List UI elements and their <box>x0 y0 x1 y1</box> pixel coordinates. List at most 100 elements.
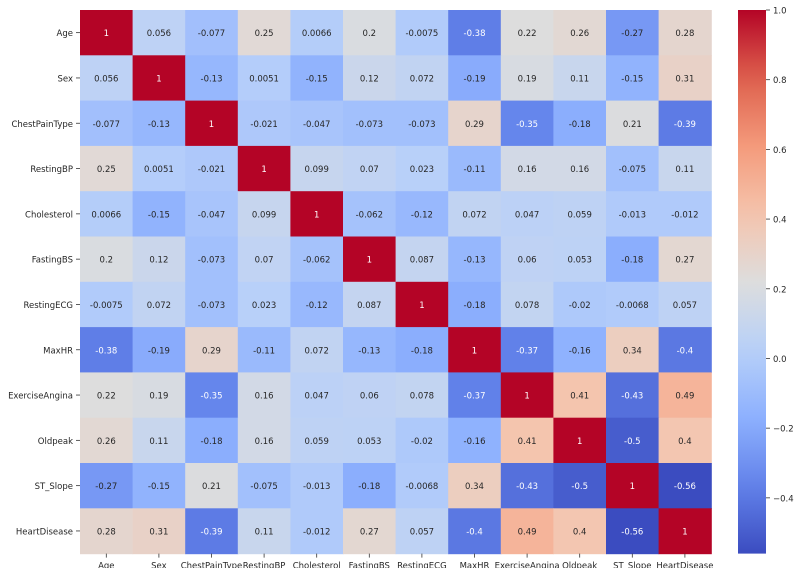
cell-value-label: -0.13 <box>148 120 170 130</box>
cell-value-label: 0.11 <box>255 527 274 537</box>
colorbar-tick-label: −0.4 <box>773 494 794 504</box>
heatmap-cell <box>500 236 554 283</box>
cell-value-label: -0.38 <box>464 29 486 39</box>
cell-value-label: -0.15 <box>306 74 328 84</box>
cell-value-label: -0.18 <box>201 437 223 447</box>
heatmap-cell <box>132 55 186 102</box>
cell-value-label: 0.16 <box>518 165 537 175</box>
cell-value-label: -0.013 <box>619 210 646 220</box>
cell-value-label: 0.072 <box>305 346 329 356</box>
colorbar: 1.0 0.8 0.6 0.4 0.2 0.0 −0.2 −0.4 <box>738 7 794 554</box>
cell-value-label: 0.25 <box>255 29 274 39</box>
heatmap-cell <box>132 281 186 328</box>
cell-value-label: -0.02 <box>569 301 591 311</box>
colorbar-tick-label: 1.0 <box>773 7 787 17</box>
heatmap-cell <box>132 100 186 147</box>
heatmap-cell <box>237 236 291 283</box>
heatmap-cell <box>132 508 186 555</box>
heatmap-cell <box>80 463 134 509</box>
heatmap-cell <box>606 327 660 373</box>
heatmap-cell <box>395 10 449 56</box>
x-tick-label: MaxHR <box>460 562 490 568</box>
heatmap-cell <box>658 145 712 192</box>
heatmap-cell <box>343 417 397 464</box>
heatmap-cell <box>606 236 660 283</box>
heatmap-cell <box>500 327 554 373</box>
colorbar-gradient <box>738 10 766 554</box>
heatmap-cell <box>553 55 607 102</box>
cell-value-label: 0.12 <box>149 256 168 266</box>
cell-value-label: 0.28 <box>97 527 116 537</box>
heatmap-cell <box>343 281 397 328</box>
cell-value-label: 0.0066 <box>302 29 332 39</box>
heatmap-cell <box>237 508 291 555</box>
heatmap-cell <box>80 372 134 419</box>
cell-value-label: 1 <box>472 346 477 356</box>
heatmap-cell <box>500 463 554 509</box>
heatmap-cell <box>343 100 397 147</box>
heatmap-cell <box>80 508 134 555</box>
heatmap-cell <box>448 236 502 283</box>
heatmap-cell <box>237 281 291 328</box>
cell-value-label: 0.26 <box>570 29 589 39</box>
y-tick-label: ChestPainType <box>11 120 73 130</box>
cell-value-label: 0.22 <box>97 392 116 402</box>
cell-value-label: -0.43 <box>516 482 538 492</box>
heatmap-cell <box>185 145 239 192</box>
y-tick-label: FastingBS <box>32 256 73 266</box>
heatmap-cell <box>500 55 554 102</box>
cell-value-label: 0.41 <box>518 437 537 447</box>
cell-value-label: -0.013 <box>303 482 330 492</box>
heatmap-cell <box>448 508 502 555</box>
heatmap-cell <box>237 55 291 102</box>
heatmap-cell <box>395 145 449 192</box>
cell-value-label: 0.053 <box>357 437 381 447</box>
heatmap-cell <box>290 10 344 56</box>
y-tick-label: HeartDisease <box>16 527 73 537</box>
heatmap-cell <box>290 236 344 283</box>
heatmap-cell <box>343 191 397 238</box>
cell-value-label: -0.37 <box>464 392 486 402</box>
cell-value-label: 0.087 <box>357 301 381 311</box>
x-tick-label: ChestPainType <box>181 562 243 568</box>
heatmap-cell <box>132 372 186 419</box>
heatmap-cell <box>606 145 660 192</box>
cell-value-label: 1 <box>577 437 582 447</box>
cell-value-label: -0.047 <box>303 120 330 130</box>
heatmap-cell <box>606 10 660 56</box>
heatmap-cell <box>132 145 186 192</box>
heatmap-cell <box>553 100 607 147</box>
heatmap-cell <box>448 191 502 238</box>
cell-value-label: -0.35 <box>516 120 538 130</box>
cell-value-label: 0.099 <box>252 210 276 220</box>
colorbar-tick-label: 0.0 <box>773 355 787 365</box>
cell-value-label: -0.15 <box>621 74 643 84</box>
cell-value-label: -0.0068 <box>616 301 649 311</box>
heatmap-cell <box>553 281 607 328</box>
x-tick-label: RestingECG <box>397 562 447 568</box>
heatmap-cell <box>237 145 291 192</box>
heatmap-cell <box>290 281 344 328</box>
heatmap-cell <box>80 100 134 147</box>
heatmap-cell <box>606 281 660 328</box>
heatmap-cell <box>80 417 134 464</box>
heatmap-cell <box>500 372 554 419</box>
cell-value-label: 0.16 <box>570 165 589 175</box>
heatmap-cell <box>185 191 239 238</box>
heatmap-cell <box>290 100 344 147</box>
cell-value-label: 0.057 <box>673 301 697 311</box>
x-tick-label: Sex <box>151 562 167 568</box>
cell-value-label: 0.056 <box>147 29 171 39</box>
cell-value-label: -0.11 <box>464 165 486 175</box>
cell-value-label: -0.18 <box>569 120 591 130</box>
cell-value-label: -0.27 <box>95 482 117 492</box>
cell-value-label: 0.34 <box>465 482 484 492</box>
cell-value-label: 0.072 <box>462 210 486 220</box>
cell-value-label: 0.047 <box>515 210 539 220</box>
heatmap-cell <box>290 145 344 192</box>
cell-value-label: 0.072 <box>410 74 434 84</box>
heatmap-cell <box>448 417 502 464</box>
heatmap-cell <box>395 417 449 464</box>
cell-value-label: -0.39 <box>674 120 696 130</box>
cell-value-label: 1 <box>209 120 214 130</box>
